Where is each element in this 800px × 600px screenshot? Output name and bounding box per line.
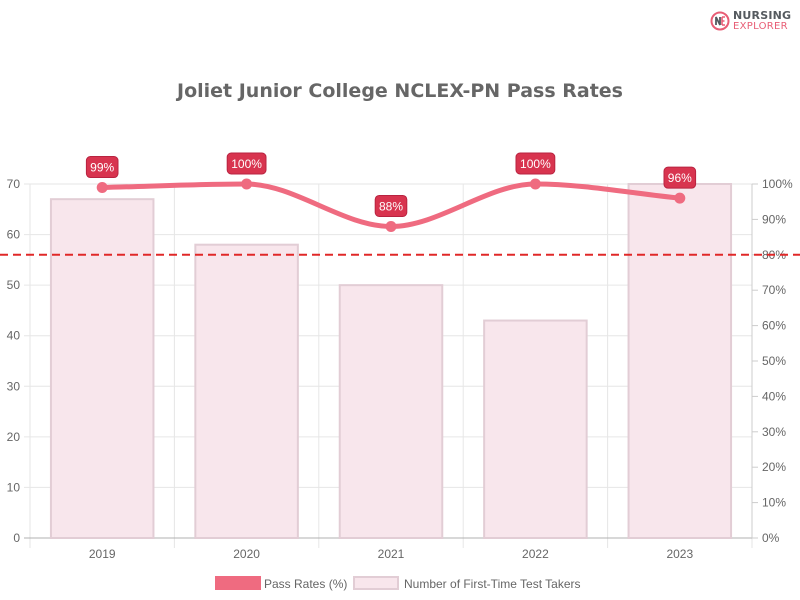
left-axis-tick-label: 60 — [7, 228, 21, 242]
pass-rate-data-label: 99% — [85, 156, 119, 179]
logo-line1: NURSING — [733, 9, 792, 22]
pass-rate-point — [674, 192, 686, 204]
pass-rate-label-box — [663, 166, 697, 189]
pass-rate-label-text: 99% — [90, 161, 114, 175]
bar-test-takers — [483, 319, 588, 539]
legend-label-pass-rates: Pass Rates (%) — [264, 577, 348, 591]
right-axis-tick-label: 70% — [762, 283, 786, 297]
left-axis-tick-label: 40 — [7, 329, 21, 343]
pass-rate-point — [241, 178, 253, 190]
right-axis-tick-label: 60% — [762, 319, 786, 333]
pass-rate-point — [96, 182, 108, 194]
left-axis-tick-label: 30 — [7, 379, 21, 393]
left-axis-tick-label: 10 — [7, 480, 21, 494]
pass-rate-label-text: 100% — [231, 157, 262, 171]
chart-title: Joliet Junior College NCLEX-PN Pass Rate… — [177, 80, 623, 102]
legend-swatch-test-takers — [353, 576, 399, 590]
chart-svg: 0102030405060700%10%20%30%40%50%60%70%80… — [0, 152, 800, 561]
x-axis-tick-label: 2021 — [378, 547, 405, 561]
pass-rate-label-box — [515, 152, 556, 175]
chart-legend: Pass Rates (%) Number of First-Time Test… — [0, 575, 800, 593]
pass-rate-label-box — [226, 152, 267, 175]
pass-rate-data-label: 100% — [515, 152, 556, 175]
left-axis-tick-label: 50 — [7, 278, 21, 292]
x-axis-tick-label: 2019 — [89, 547, 116, 561]
legend-label-test-takers: Number of First-Time Test Takers — [404, 577, 581, 591]
right-axis-tick-label: 90% — [762, 212, 786, 226]
pass-rate-data-label: 96% — [663, 166, 697, 189]
pass-rate-point — [529, 178, 541, 190]
right-axis-tick-label: 100% — [762, 177, 793, 191]
logo-line2: EXPLORER — [733, 21, 788, 32]
x-axis-tick-label: 2020 — [233, 547, 260, 561]
left-axis-tick-label: 70 — [7, 177, 21, 191]
right-axis-tick-label: 30% — [762, 425, 786, 439]
x-axis-tick-label: 2023 — [666, 547, 693, 561]
bar-test-takers — [194, 243, 299, 540]
right-axis-tick-label: 50% — [762, 354, 786, 368]
right-axis-tick-label: 0% — [762, 531, 780, 545]
nursing-explorer-logo[interactable]: NURSING EXPLORER — [710, 9, 792, 33]
left-axis-tick-label: 0 — [13, 531, 20, 545]
bar-test-takers — [338, 284, 444, 539]
pass-rate-label-text: 88% — [379, 199, 403, 213]
right-axis-tick-label: 20% — [762, 460, 786, 474]
pass-rate-data-label: 88% — [374, 194, 408, 217]
pass-rate-label-box — [374, 194, 408, 217]
nursing-explorer-logo-icon — [710, 11, 730, 31]
bar-test-takers — [49, 198, 155, 540]
pass-rate-data-label: 100% — [226, 152, 267, 175]
left-axis-tick-label: 20 — [7, 430, 21, 444]
right-axis-tick-label: 40% — [762, 389, 786, 403]
pass-rate-point — [385, 220, 397, 232]
pass-rate-label-text: 96% — [668, 171, 692, 185]
pass-rate-label-box — [85, 156, 119, 179]
x-axis-tick-label: 2022 — [522, 547, 549, 561]
legend-swatch-pass-rates — [215, 576, 261, 590]
right-axis-tick-label: 10% — [762, 496, 786, 510]
bar-test-takers — [627, 183, 733, 539]
pass-rate-label-text: 100% — [520, 157, 551, 171]
